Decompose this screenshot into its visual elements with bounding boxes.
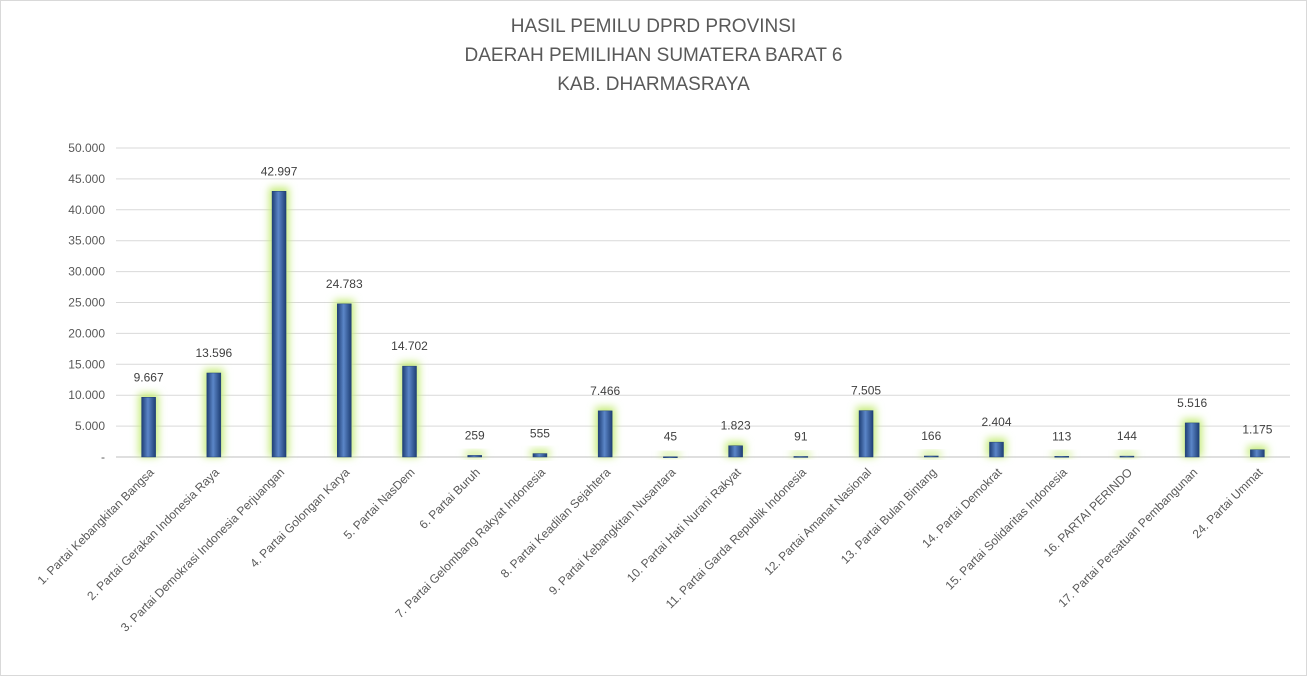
bar <box>793 456 809 458</box>
y-tick-label: 40.000 <box>68 203 105 217</box>
bar <box>271 191 287 458</box>
data-label: 91 <box>794 429 808 443</box>
bar-glow <box>529 449 550 457</box>
y-tick-label: 35.000 <box>68 234 105 248</box>
y-tick-label: 10.000 <box>68 388 105 402</box>
bar <box>858 410 874 458</box>
y-tick-label: 30.000 <box>68 265 105 279</box>
data-label: 144 <box>1117 429 1137 443</box>
x-tick-label: 1. Partai Kebangkitan Bangsa <box>35 465 157 587</box>
data-label: 259 <box>465 428 485 442</box>
data-label: 9.667 <box>134 370 164 384</box>
y-tick-label: 5.000 <box>75 419 105 433</box>
data-label: 2.404 <box>981 415 1011 429</box>
chart-title-line-1: HASIL PEMILU DPRD PROVINSI <box>510 16 797 37</box>
x-tick-label: 8. Partai Keadilan Sejahtera <box>498 465 614 581</box>
chart-title: HASIL PEMILU DPRD PROVINSI DAERAH PEMILI… <box>0 12 1307 99</box>
bar-glow <box>660 452 681 457</box>
y-tick-label: 25.000 <box>68 296 105 310</box>
data-label: 555 <box>530 427 550 441</box>
y-tick-label: 45.000 <box>68 172 105 186</box>
x-tick-label: 5. Partai NasDem <box>341 465 418 542</box>
y-axis: - 5.000 10.000 15.000 20.000 25.000 30.000 35.0… <box>68 141 105 464</box>
bars <box>138 187 1268 458</box>
chart-title-line-2: DAERAH PEMILIHAN SUMATERA BARAT 6 <box>464 45 843 66</box>
data-label: 113 <box>1052 429 1071 443</box>
y-tick-label: 15.000 <box>68 357 105 371</box>
gridlines <box>116 147 1290 458</box>
data-label: 1.175 <box>1242 423 1272 437</box>
bar-glow <box>921 451 942 457</box>
x-tick-label: 11. Partai Garda Republik Indonesia <box>663 465 809 611</box>
bar <box>1184 422 1200 458</box>
x-tick-label: 2. Partai Gerakan Indonesia Raya <box>84 465 222 603</box>
bar <box>141 397 156 458</box>
data-label: 166 <box>921 429 941 443</box>
data-label: 7.466 <box>590 384 620 398</box>
data-label: 13.596 <box>195 346 232 360</box>
chart-title-line-3: KAB. DHARMASRAYA <box>557 74 750 95</box>
x-tick-label: 24. Partai Ummat <box>1190 465 1266 541</box>
bar <box>337 303 352 458</box>
bar <box>467 455 482 458</box>
bar-glow <box>1116 452 1137 457</box>
bar <box>1054 456 1069 458</box>
bar <box>402 365 417 458</box>
bar <box>597 410 613 458</box>
bar <box>924 455 939 458</box>
bar <box>728 445 743 458</box>
x-tick-label: 6. Partai Buruh <box>416 465 483 532</box>
data-labels: 9.667 13.596 42.997 24.783 14.702 259 555 7.466… <box>134 164 1273 443</box>
bar <box>1250 449 1265 458</box>
bar-glow <box>464 451 485 457</box>
bar <box>1119 455 1135 458</box>
y-tick-label: 50.000 <box>68 141 105 155</box>
x-tick-label: 15. Partai Solidaritas Indonesia <box>942 465 1070 593</box>
data-label: 14.702 <box>391 339 428 353</box>
x-tick-label: 17. Partai Persatuan Pembangunan <box>1055 465 1200 610</box>
y-tick-label: 20.000 <box>68 326 105 340</box>
x-tick-label: 12. Partai Amanat Nasional <box>761 465 874 578</box>
bar <box>532 453 548 458</box>
x-tick-label: 10. Partai Hati Nurani Rakyat <box>624 465 744 585</box>
data-label: 5.516 <box>1177 396 1207 410</box>
x-tick-label: 9. Partai Kebangkitan Nusantara <box>546 465 679 598</box>
data-label: 1.823 <box>721 419 751 433</box>
bar <box>989 441 1004 458</box>
bar-glow <box>790 452 811 457</box>
bar <box>206 372 222 458</box>
data-label: 7.505 <box>851 384 881 398</box>
bar <box>663 456 678 458</box>
data-label: 42.997 <box>261 164 298 178</box>
data-label: 24.783 <box>326 277 363 291</box>
bar-glow <box>1051 452 1072 457</box>
data-label: 45 <box>664 430 678 444</box>
y-tick-label: - <box>101 450 105 464</box>
